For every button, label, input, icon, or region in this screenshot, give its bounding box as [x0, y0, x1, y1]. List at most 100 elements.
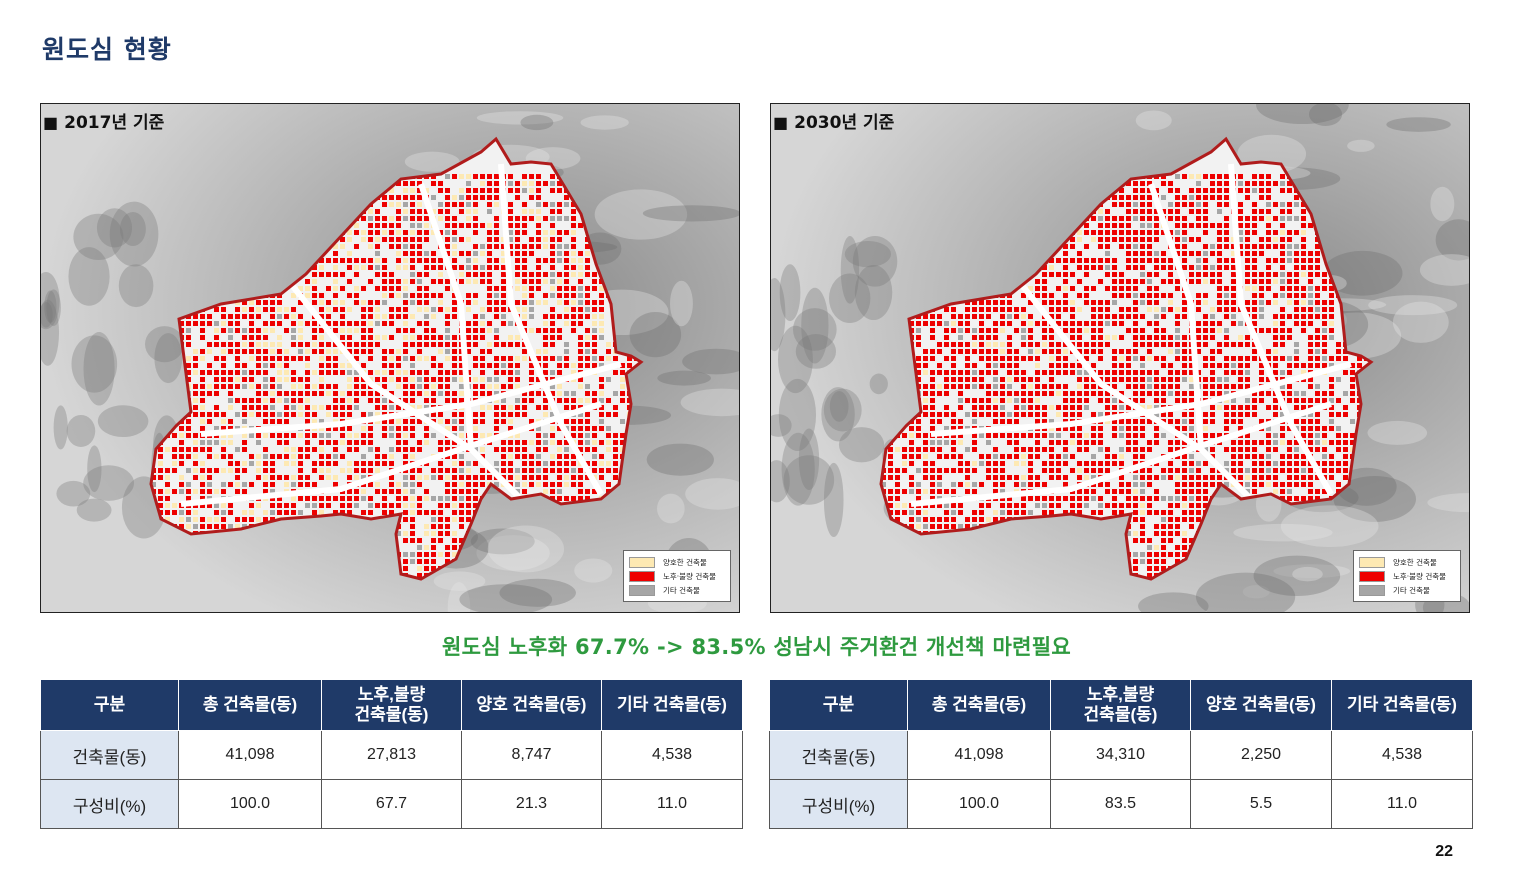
terrain-shade [41, 271, 60, 330]
building [543, 398, 548, 403]
building [1238, 188, 1243, 193]
road [288, 282, 524, 502]
building [1105, 223, 1110, 228]
building [487, 342, 492, 347]
building [501, 461, 506, 466]
building [452, 489, 457, 494]
building [200, 461, 205, 466]
building [438, 461, 443, 466]
building [1329, 293, 1334, 298]
building [1266, 279, 1271, 284]
building [452, 419, 457, 424]
building [585, 489, 590, 494]
building [501, 321, 506, 326]
building [1252, 279, 1257, 284]
building [179, 489, 184, 494]
building [1140, 188, 1145, 193]
building [1189, 223, 1194, 228]
building [1245, 237, 1250, 242]
building [1203, 251, 1208, 256]
building [354, 286, 359, 291]
building [571, 496, 576, 501]
building [599, 461, 604, 466]
building [1133, 244, 1138, 249]
building [368, 412, 373, 417]
building [1238, 251, 1243, 256]
building [1273, 370, 1278, 375]
building [1035, 370, 1040, 375]
building [522, 468, 527, 473]
building [627, 363, 632, 368]
building [473, 321, 478, 326]
building [424, 377, 429, 382]
building [599, 419, 604, 424]
building [1266, 300, 1271, 305]
building [403, 531, 408, 536]
building [557, 489, 562, 494]
building [1231, 244, 1236, 249]
building [1154, 370, 1159, 375]
building [1147, 202, 1152, 207]
building [494, 314, 499, 319]
building [263, 405, 268, 410]
building [305, 454, 310, 459]
building [571, 237, 576, 242]
building [249, 314, 254, 319]
building [1147, 342, 1152, 347]
building [179, 517, 184, 522]
building [417, 356, 422, 361]
building [1133, 188, 1138, 193]
building [487, 293, 492, 298]
building [438, 370, 443, 375]
building [522, 482, 527, 487]
building [263, 510, 268, 515]
building [326, 426, 331, 431]
building [445, 216, 450, 221]
building [501, 468, 506, 473]
building [221, 356, 226, 361]
building [1056, 286, 1061, 291]
building [354, 398, 359, 403]
building [1112, 216, 1117, 221]
terrain-shade [594, 189, 688, 240]
building [1238, 202, 1243, 207]
building [1252, 174, 1257, 179]
building [242, 482, 247, 487]
building [459, 524, 464, 529]
building [403, 181, 408, 186]
building [466, 482, 471, 487]
building [1119, 230, 1124, 235]
building [333, 286, 338, 291]
building [466, 293, 471, 298]
building [459, 209, 464, 214]
building [1294, 251, 1299, 256]
building [319, 510, 324, 515]
building [1056, 321, 1061, 326]
terrain-shade [777, 325, 813, 394]
building [515, 398, 520, 403]
terrain-shade [680, 388, 739, 417]
building [193, 412, 198, 417]
building [571, 258, 576, 263]
building [578, 433, 583, 438]
building [396, 440, 401, 445]
building [445, 370, 450, 375]
building [319, 377, 324, 382]
building [361, 216, 366, 221]
building [298, 447, 303, 452]
building [375, 244, 380, 249]
building [249, 433, 254, 438]
building [1182, 356, 1187, 361]
building [403, 258, 408, 263]
building [1315, 307, 1320, 312]
building [354, 489, 359, 494]
building [958, 321, 963, 326]
building [1238, 335, 1243, 340]
building [1182, 174, 1187, 179]
building [1280, 181, 1285, 186]
building [172, 503, 177, 508]
building [424, 300, 429, 305]
building [410, 454, 415, 459]
building [417, 566, 422, 571]
building [1280, 286, 1285, 291]
